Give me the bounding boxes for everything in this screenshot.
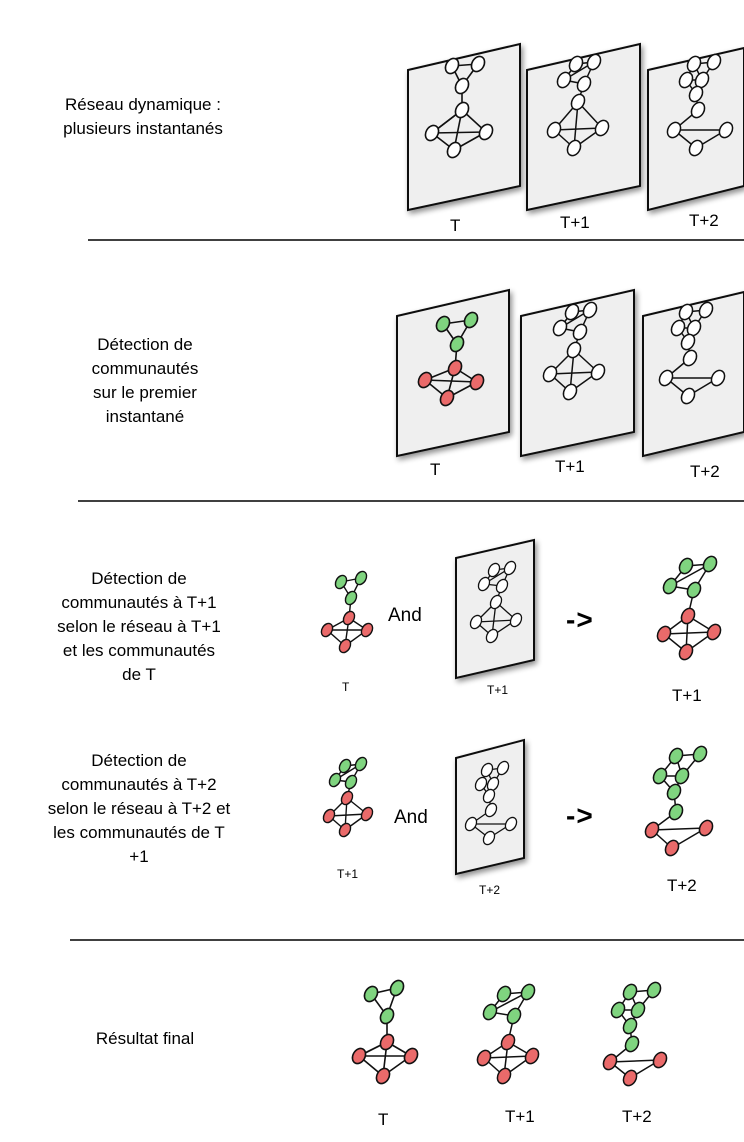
row-label-detection-t1: Détection de communautés à T+1 selon le … [57,569,221,684]
network-graph [666,53,734,157]
time-label: T [450,216,461,235]
time-label: T+1 [487,683,509,697]
community-graph [476,983,540,1085]
network-graph [546,53,610,157]
transition-arrow: -> [566,800,594,831]
time-label: T+2 [689,211,719,230]
time-label: T [378,1110,389,1129]
community-graph [656,555,722,661]
time-label: T+1 [560,213,590,232]
transition-arrow: -> [566,604,594,635]
row-label-dynamic-network: Réseau dynamique : plusieurs instantanés [63,95,223,138]
community-graph [644,745,714,857]
network-graph [464,760,518,846]
row-label-final-result: Résultat final [95,1029,195,1048]
community-graph [351,979,419,1085]
snapshot-panel-t2 [642,290,744,458]
time-label: T [342,680,350,694]
community-graph [602,981,668,1087]
network-graph [542,301,606,401]
time-label: T+2 [479,883,501,897]
network-graph [424,55,494,159]
community-graph [320,570,374,654]
row-label-first-detection: Détection de communautés sur le premier … [91,335,199,426]
time-label: T+1 [505,1107,535,1126]
time-label: T [430,460,441,479]
row-label-detection-t2: Détection de communautés à T+2 selon le … [47,751,231,866]
time-label: T+2 [622,1107,652,1126]
snapshot-panel-t1 [526,42,641,212]
time-label: T+2 [667,876,697,895]
and-label: And [394,807,428,828]
network-graph [469,560,523,644]
time-label: T+1 [672,686,702,705]
community-graph [417,311,485,407]
community-graph [322,756,374,838]
and-label: And [388,605,422,626]
snapshot-panel-t [407,42,521,212]
network-graph [658,301,726,405]
time-label: T+2 [690,462,720,481]
time-label: T+1 [555,457,585,476]
time-label: T+1 [337,867,359,881]
